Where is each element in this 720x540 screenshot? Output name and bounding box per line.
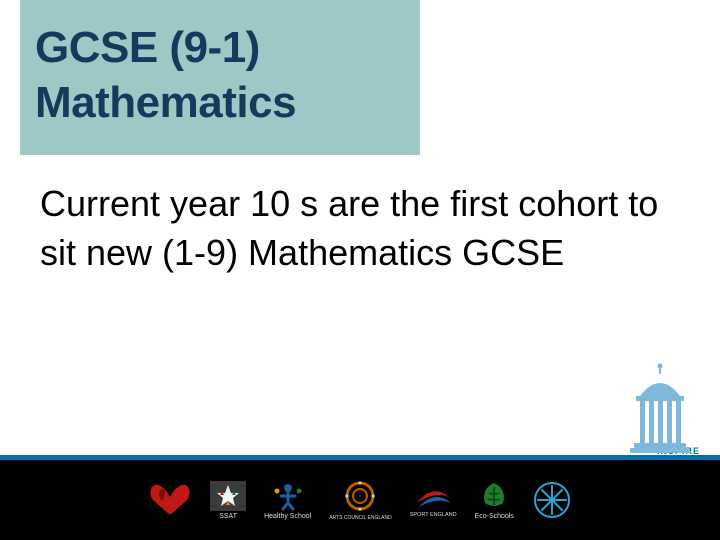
- arts-council-logo: ARTS COUNCIL ENGLAND: [329, 480, 392, 521]
- ssat-caption: SSAT: [219, 513, 237, 520]
- eco-schools-logo: Eco-Schools: [475, 481, 514, 520]
- sport-england-caption: SPORT ENGLAND: [410, 513, 457, 519]
- ssat-logo: SSAT: [210, 481, 246, 520]
- eco-schools-caption: Eco-Schools: [475, 513, 514, 520]
- healthy-school-logo: Healthy School: [264, 481, 311, 520]
- logo-row: SSAT Healthy School ARTS COUNCIL ENGLAND: [0, 470, 720, 530]
- slide: GCSE (9-1) Mathematics Current year 10 s…: [0, 0, 720, 540]
- red-heart-logo: [148, 481, 192, 519]
- healthy-school-caption: Healthy School: [264, 513, 311, 520]
- body-text: Current year 10 s are the first cohort t…: [40, 180, 660, 277]
- title-line-1: GCSE (9-1): [35, 20, 405, 75]
- sport-england-logo: SPORT ENGLAND: [410, 481, 457, 519]
- arts-council-caption: ARTS COUNCIL ENGLAND: [329, 516, 392, 521]
- title-box: GCSE (9-1) Mathematics: [20, 0, 420, 155]
- title-line-2: Mathematics: [35, 75, 405, 130]
- snowflake-logo: [532, 480, 572, 520]
